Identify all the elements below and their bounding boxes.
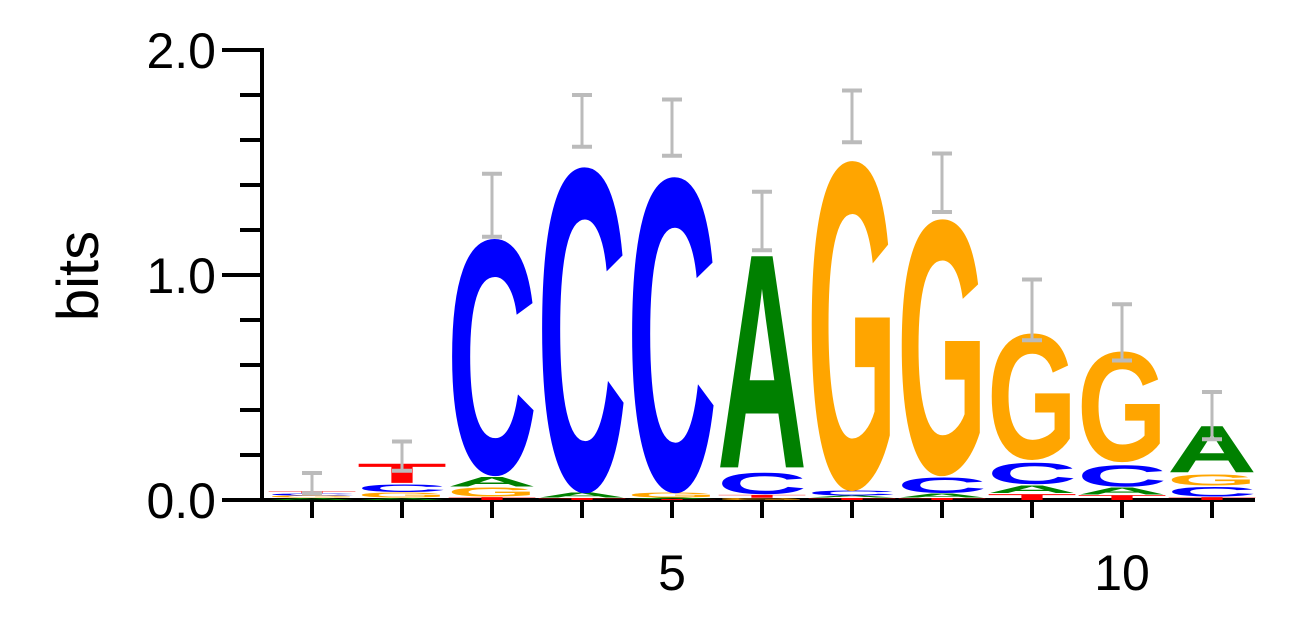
logo-letter-A: A [357, 497, 447, 500]
logo-letter-C: C [987, 457, 1077, 491]
logo-letter-T: T [627, 499, 717, 501]
logo-letter-C: C [627, 86, 717, 585]
logo-letter-A: A [987, 483, 1077, 495]
logo-letter-A: A [447, 474, 537, 490]
logo-letter-A: A [897, 493, 987, 499]
logo-letter-C: C [717, 467, 807, 501]
logo-letter-C: C [807, 489, 897, 497]
y-tick-label: 0.0 [146, 473, 216, 529]
error-bars [302, 88, 1222, 496]
logo-letter-T: T [1077, 494, 1167, 502]
logo-letter-T: T [537, 497, 627, 500]
logo-letter-G: G [1167, 472, 1257, 489]
logo-letter-C: C [357, 482, 447, 494]
logo-letter-C: C [1167, 484, 1257, 500]
logo-letter-A: A [807, 495, 897, 498]
logo-letter-T: T [1167, 496, 1257, 501]
x-axis: 5 10 [262, 498, 1255, 601]
logo-letter-T: T [897, 497, 987, 500]
logo-letter-G: G [627, 491, 717, 499]
y-axis-label: bits [46, 231, 111, 321]
x-tick-label: 5 [658, 545, 686, 601]
logo-letter-A: A [267, 497, 357, 500]
logo-letter-T: T [717, 494, 807, 499]
y-tick-label: 2.0 [146, 23, 216, 79]
logo-letter-C: C [897, 473, 987, 498]
letter-stacks: AGCTAGCTTGACTACTAGCGTCATACGTACGTACGTACGT… [267, 65, 1257, 587]
logo-letter-G: G [267, 495, 357, 498]
x-tick-label: 10 [1094, 545, 1150, 601]
logo-letter-T: T [987, 492, 1077, 501]
logo-letter-G: G [447, 485, 537, 499]
logo-letter-C: C [1077, 459, 1167, 493]
logo-letter-G: G [357, 491, 447, 499]
logo-letter-A: A [627, 498, 717, 500]
logo-letter-A: A [1077, 485, 1167, 496]
y-axis: 0.0 1.0 2.0 [146, 23, 264, 529]
logo-letter-T: T [447, 496, 537, 501]
logo-letter-C: C [537, 74, 627, 587]
logo-letter-G: G [807, 65, 897, 585]
logo-letter-G: G [717, 497, 807, 500]
logo-letter-A: A [537, 491, 627, 499]
y-tick-label: 1.0 [146, 248, 216, 304]
logo-letter-T: T [807, 497, 897, 500]
